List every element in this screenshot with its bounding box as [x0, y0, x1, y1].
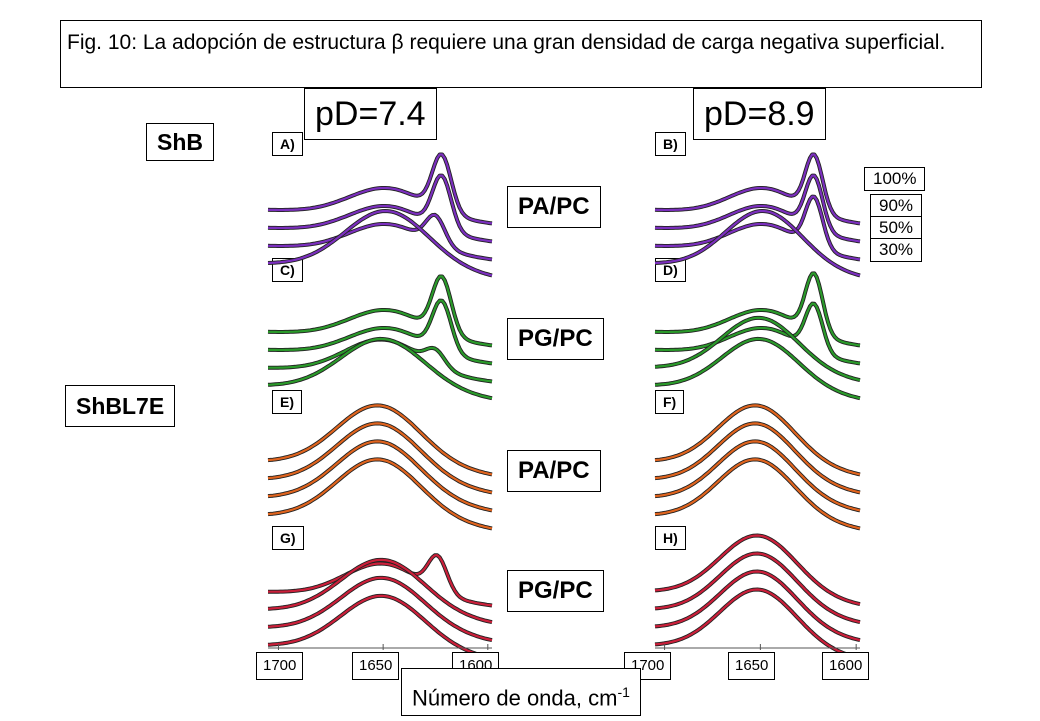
x-tick-left-1700: 1700: [256, 652, 304, 680]
spectrum-line-90pct: [267, 299, 493, 365]
spectrum-line-50pct: [267, 213, 493, 261]
spectrum-line-50pct: [654, 570, 861, 642]
spectrum-line-100pct: [654, 404, 861, 476]
spectrum-line-90pct: [654, 174, 861, 243]
condition-label-ph89: pD=8.9: [693, 88, 826, 140]
lipid-label-row2: PG/PC: [507, 318, 604, 360]
spectrum-line-30pct: [654, 337, 861, 400]
spectrum-line-30pct: [267, 458, 493, 530]
spectrum-line-30pct: [654, 588, 861, 660]
spectrum-line-50pct: [654, 316, 861, 382]
spectrum-line-90pct: [654, 552, 861, 624]
legend-label-100: 100%: [864, 167, 926, 191]
x-axis-title-text: Número de onda, cm: [412, 685, 618, 711]
spectrum-line-30pct: [654, 209, 861, 277]
spectrum-line-50pct: [654, 440, 861, 512]
spectrum-line-100pct: [267, 404, 493, 476]
panel-label-f: F): [655, 390, 685, 414]
panel-label-b: B): [655, 132, 686, 156]
spectrum-outline-90pct: [654, 301, 861, 366]
group-label-shb: ShB: [146, 123, 214, 161]
spectra-panel-f: [654, 403, 861, 531]
x-tick-left-1650: 1650: [352, 652, 400, 680]
panel-label-a: A): [272, 132, 303, 156]
spectrum-line-90pct: [654, 302, 861, 365]
spectrum-line-50pct: [267, 440, 493, 512]
lipid-label-row3: PA/PC: [507, 450, 601, 492]
spectrum-line-90pct: [267, 558, 493, 624]
spectrum-line-100pct: [654, 272, 861, 347]
panel-label-h: H): [655, 526, 686, 550]
x-tick-right-1700: 1700: [624, 652, 672, 680]
spectra-panel-h: [654, 533, 861, 661]
x-tick-right-1650: 1650: [728, 652, 776, 680]
spectra-panel-d: [654, 271, 861, 401]
spectrum-line-100pct: [267, 153, 493, 225]
legend-label-50: 50%: [870, 216, 923, 240]
spectrum-line-30pct: [267, 594, 493, 660]
spectrum-line-30pct: [267, 337, 493, 400]
group-label-shbl7e: ShBL7E: [65, 385, 176, 427]
spectrum-line-100pct: [267, 275, 493, 347]
spectrum-line-30pct: [654, 458, 861, 530]
spectra-panel-g: [267, 553, 493, 661]
x-axis-title-unit-exponent: -1: [617, 684, 630, 700]
lipid-label-row1: PA/PC: [507, 186, 601, 228]
panel-label-e: E): [272, 390, 302, 414]
spectrum-line-90pct: [654, 422, 861, 494]
spectra-panel-b: [654, 152, 861, 278]
x-tick-right-1600: 1600: [822, 652, 870, 680]
lipid-label-row4: PG/PC: [507, 570, 604, 612]
spectra-panel-c: [267, 274, 493, 401]
spectrum-line-50pct: [654, 195, 861, 261]
spectrum-line-30pct: [267, 209, 493, 277]
x-axis-title: Número de onda, cm-1: [401, 668, 641, 716]
spectrum-line-100pct: [654, 153, 861, 225]
condition-label-ph74: pD=7.4: [304, 88, 437, 140]
legend-label-30: 30%: [870, 238, 923, 262]
spectra-panel-a: [267, 152, 493, 278]
spectrum-line-100pct: [268, 554, 493, 607]
panel-label-g: G): [272, 526, 304, 550]
spectrum-line-90pct: [267, 174, 493, 243]
spectrum-line-50pct: [267, 576, 493, 642]
spectrum-line-100pct: [654, 534, 861, 606]
spectra-panel-e: [267, 403, 493, 531]
figure-caption: Fig. 10: La adopción de estructura β req…: [60, 20, 982, 88]
spectrum-line-90pct: [267, 422, 493, 494]
